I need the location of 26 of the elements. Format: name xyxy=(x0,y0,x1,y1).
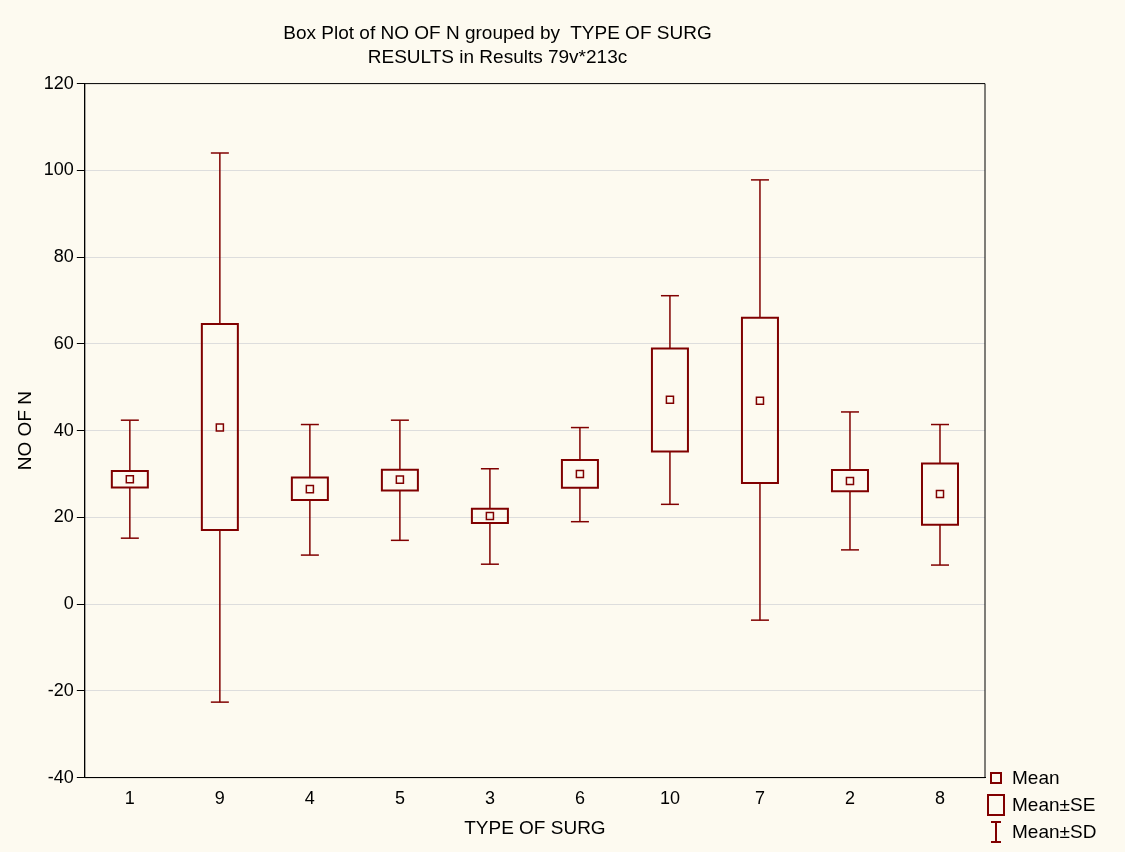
x-tick-label: 10 xyxy=(659,788,680,809)
chart-subtitle: RESULTS in Results 79v*213c xyxy=(367,46,628,68)
x-tick-label: 5 xyxy=(394,788,405,809)
y-tick-label: 60 xyxy=(53,332,74,353)
y-tick-label: 80 xyxy=(53,246,74,267)
x-tick-label: 6 xyxy=(574,788,585,809)
x-tick-label: 2 xyxy=(844,788,855,809)
x-tick-label: 3 xyxy=(484,788,495,809)
y-tick-label: 120 xyxy=(43,72,74,93)
text: Mean±SE xyxy=(1012,793,1096,816)
y-tick-label: -20 xyxy=(47,679,74,700)
x-tick-label: 4 xyxy=(304,788,315,809)
x-tick-label: 9 xyxy=(214,788,225,809)
y-axis-title: NO OF N xyxy=(13,391,35,471)
chart-title: Box Plot of NO OF N grouped by TYPE OF SURG xyxy=(283,21,712,43)
y-tick-label: 0 xyxy=(63,593,74,614)
y-tick-label: 40 xyxy=(53,419,74,440)
x-tick-label: 7 xyxy=(754,788,765,809)
text: Mean xyxy=(1012,766,1060,789)
y-tick-label: 100 xyxy=(43,159,74,180)
text: Mean±SD xyxy=(1012,820,1097,843)
x-tick-label: 1 xyxy=(124,788,135,809)
x-tick-label: 8 xyxy=(934,788,945,809)
y-tick-label: 20 xyxy=(53,506,74,527)
x-axis-title: TYPE OF SURG xyxy=(464,816,606,838)
y-tick-label: -40 xyxy=(47,766,74,787)
